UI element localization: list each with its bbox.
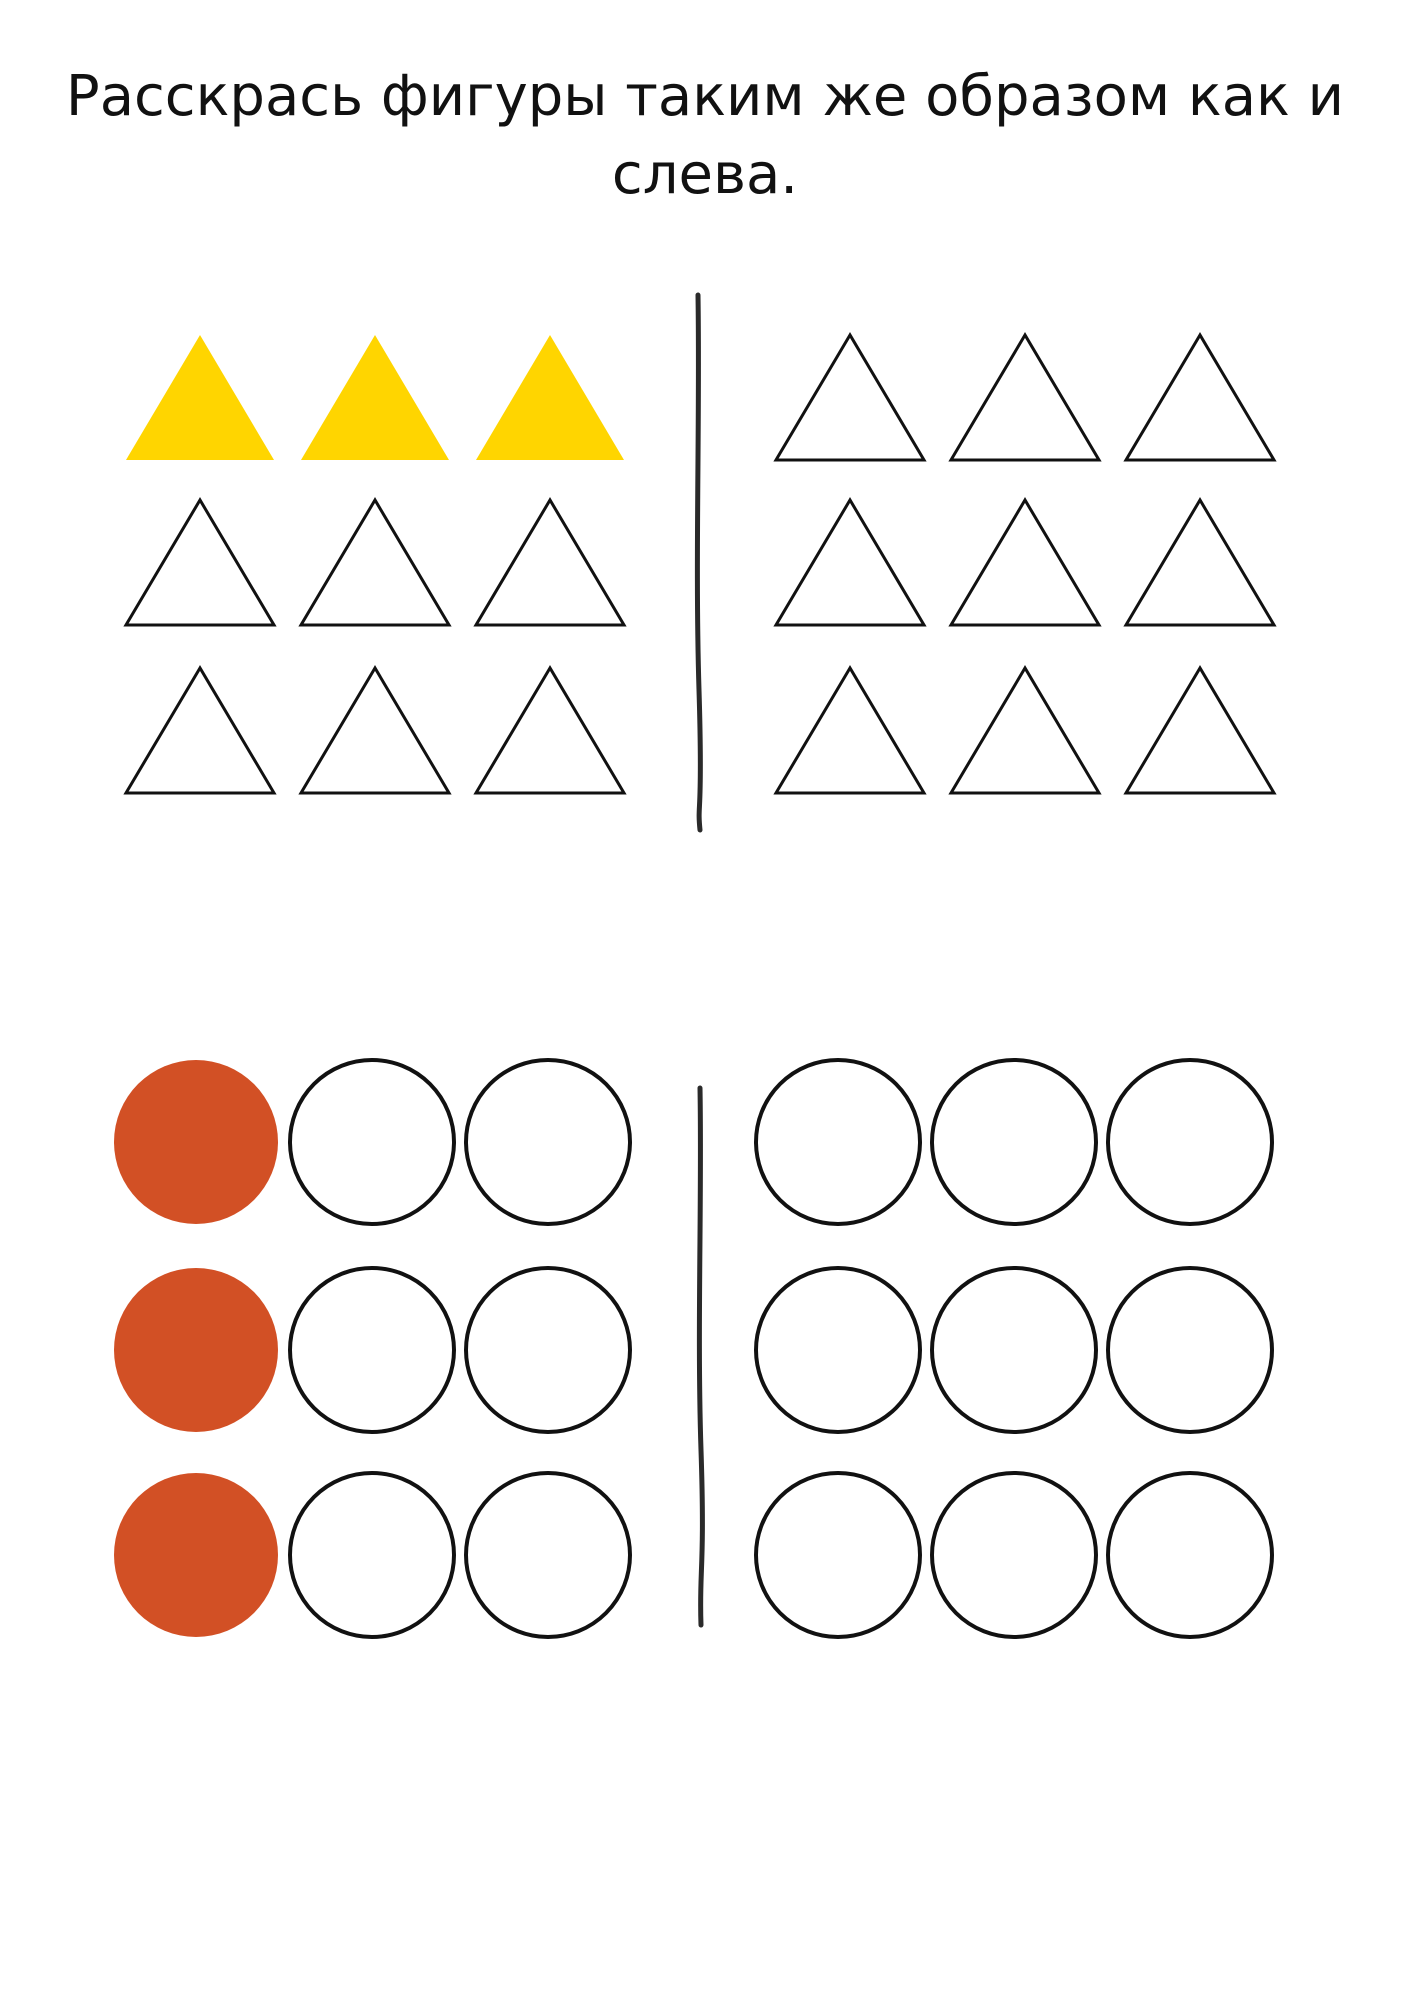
instruction-text: Расскрась фигуры таким же образом как и … xyxy=(0,58,1410,214)
empty-triangle-r2-c3[interactable] xyxy=(1123,497,1277,627)
instruction-line-1: Расскрась фигуры таким же образом как и xyxy=(65,64,1345,129)
circle-sample-grid xyxy=(114,1058,632,1639)
empty-circle-r2-c1[interactable] xyxy=(754,1266,922,1434)
divider-top xyxy=(694,292,703,833)
triangle-sample-grid xyxy=(123,335,627,795)
filled-triangle-r1-c2 xyxy=(301,335,449,460)
empty-circle-r3-c3 xyxy=(464,1471,632,1639)
empty-triangle-r2-c1[interactable] xyxy=(773,497,927,627)
empty-triangle-r3-c1[interactable] xyxy=(773,665,927,795)
triangle-answer-grid[interactable] xyxy=(773,332,1277,795)
empty-triangle-r2-c2[interactable] xyxy=(948,497,1102,627)
empty-triangle-r1-c1[interactable] xyxy=(773,332,927,462)
empty-triangle-r3-c2 xyxy=(298,665,452,795)
empty-circle-r1-c2 xyxy=(288,1058,456,1226)
filled-circle-r3-c1 xyxy=(114,1473,278,1637)
empty-circle-r3-c2[interactable] xyxy=(930,1471,1098,1639)
filled-triangle-r1-c1 xyxy=(126,335,274,460)
empty-circle-r2-c2[interactable] xyxy=(930,1266,1098,1434)
empty-circle-r3-c3[interactable] xyxy=(1106,1471,1274,1639)
filled-triangle-r1-c3 xyxy=(476,335,624,460)
instruction-line-2: слева. xyxy=(611,142,799,207)
empty-circle-r1-c1[interactable] xyxy=(754,1058,922,1226)
empty-triangle-r1-c2[interactable] xyxy=(948,332,1102,462)
empty-circle-r3-c2 xyxy=(288,1471,456,1639)
empty-triangle-r2-c2 xyxy=(298,497,452,627)
empty-circle-r2-c2 xyxy=(288,1266,456,1434)
empty-circle-r2-c3 xyxy=(464,1266,632,1434)
empty-triangle-r3-c2[interactable] xyxy=(948,665,1102,795)
empty-triangle-r2-c3 xyxy=(473,497,627,627)
empty-circle-r3-c1[interactable] xyxy=(754,1471,922,1639)
empty-circle-r2-c3[interactable] xyxy=(1106,1266,1274,1434)
empty-triangle-r3-c1 xyxy=(123,665,277,795)
empty-triangle-r2-c1 xyxy=(123,497,277,627)
filled-circle-r2-c1 xyxy=(114,1268,278,1432)
empty-triangle-r3-c3 xyxy=(473,665,627,795)
empty-circle-r1-c3 xyxy=(464,1058,632,1226)
circle-answer-grid[interactable] xyxy=(754,1058,1274,1639)
empty-circle-r1-c3[interactable] xyxy=(1106,1058,1274,1226)
empty-circle-r1-c2[interactable] xyxy=(930,1058,1098,1226)
empty-triangle-r1-c3[interactable] xyxy=(1123,332,1277,462)
filled-circle-r1-c1 xyxy=(114,1060,278,1224)
empty-triangle-r3-c3[interactable] xyxy=(1123,665,1277,795)
divider-bottom xyxy=(696,1085,705,1628)
